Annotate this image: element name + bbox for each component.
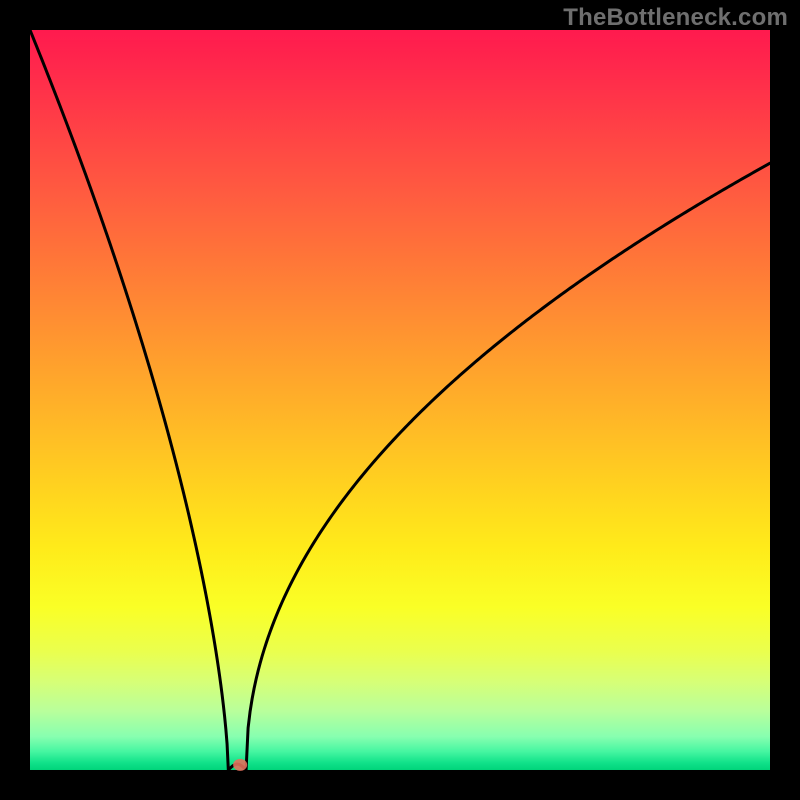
watermark-text: TheBottleneck.com <box>563 4 788 32</box>
bottleneck-chart: TheBottleneck.com <box>0 0 800 800</box>
chart-svg <box>0 0 800 800</box>
